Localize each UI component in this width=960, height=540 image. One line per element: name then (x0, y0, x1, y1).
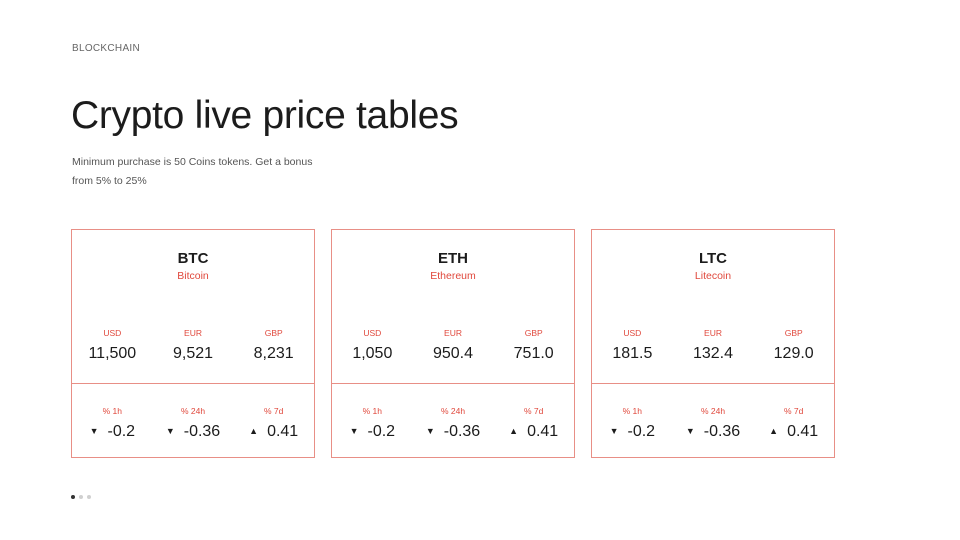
change-section: % 1h ▼ -0.2 % 24h ▼ -0.36 % 7d ▲ 0.41 (72, 384, 314, 460)
coin-name: Litecoin (694, 270, 732, 282)
change-value: 0.41 (787, 423, 819, 440)
change-1h: % 1h ▼ -0.2 (592, 406, 673, 441)
change-value: 0.41 (527, 423, 559, 440)
price-eur: EUR 950.4 (413, 328, 494, 363)
price-value: 1,050 (352, 345, 393, 362)
period-label: % 7d (523, 406, 544, 416)
period-label: % 24h (700, 406, 726, 416)
change-value: -0.36 (703, 423, 741, 440)
change-value: 0.41 (267, 423, 299, 440)
page-subtitle: Minimum purchase is 50 Coins tokens. Get… (72, 153, 352, 191)
period-label: % 24h (440, 406, 466, 416)
period-label: % 24h (180, 406, 206, 416)
up-triangle-icon: ▲ (509, 426, 519, 436)
change-value: -0.2 (107, 423, 136, 440)
coin-ticker: ETH (438, 250, 468, 267)
up-triangle-icon: ▲ (249, 426, 259, 436)
pagination-dot-3[interactable] (87, 495, 91, 499)
period-label: % 7d (263, 406, 284, 416)
change-7d: % 7d ▲ 0.41 (493, 406, 574, 441)
currency-label: USD (363, 328, 382, 338)
currency-label: EUR (704, 328, 722, 338)
coin-name: Ethereum (430, 270, 476, 282)
price-card-eth: ETH Ethereum USD 1,050 EUR 950.4 GBP 751.0 … (331, 229, 575, 458)
currency-label: USD (623, 328, 642, 338)
currency-label: EUR (184, 328, 202, 338)
coin-name: Bitcoin (177, 270, 209, 282)
down-triangle-icon: ▼ (425, 426, 435, 436)
price-gbp: GBP 751.0 (493, 328, 574, 363)
down-triangle-icon: ▼ (349, 426, 359, 436)
price-value: 181.5 (612, 345, 653, 362)
change-24h: % 24h ▼ -0.36 (673, 406, 754, 441)
change-24h: % 24h ▼ -0.36 (153, 406, 234, 441)
price-value: 11,500 (88, 345, 137, 362)
change-value: -0.36 (443, 423, 481, 440)
change-value: -0.2 (627, 423, 656, 440)
period-label: % 1h (102, 406, 123, 416)
down-triangle-icon: ▼ (165, 426, 175, 436)
down-triangle-icon: ▼ (89, 426, 99, 436)
price-value: 132.4 (692, 345, 734, 362)
change-1h: % 1h ▼ -0.2 (332, 406, 413, 441)
down-triangle-icon: ▼ (609, 426, 619, 436)
price-value: 9,521 (172, 345, 214, 362)
coin-ticker: LTC (698, 250, 728, 267)
price-section: ETH Ethereum USD 1,050 EUR 950.4 GBP 751.0 (332, 230, 574, 384)
change-7d: % 7d ▲ 0.41 (753, 406, 834, 441)
change-24h: % 24h ▼ -0.36 (413, 406, 494, 441)
price-section: BTC Bitcoin USD 11,500 EUR 9,521 GBP 8,231 (72, 230, 314, 384)
currency-label: USD (103, 328, 122, 338)
currency-label: GBP (524, 328, 543, 338)
price-gbp: GBP 8,231 (233, 328, 314, 363)
price-card-btc: BTC Bitcoin USD 11,500 EUR 9,521 GBP 8,231 … (71, 229, 315, 458)
price-value: 751.0 (513, 345, 554, 362)
period-label: % 1h (362, 406, 383, 416)
change-section: % 1h ▼ -0.2 % 24h ▼ -0.36 % 7d ▲ 0.41 (592, 384, 834, 460)
price-card-ltc: LTC Litecoin USD 181.5 EUR 132.4 GBP 129.0 … (591, 229, 835, 458)
price-usd: USD 181.5 (592, 328, 673, 363)
period-label: % 7d (783, 406, 804, 416)
change-section: % 1h ▼ -0.2 % 24h ▼ -0.36 % 7d ▲ 0.41 (332, 384, 574, 460)
pagination-dot-1[interactable] (71, 495, 75, 499)
change-value: -0.36 (183, 423, 221, 440)
coin-ticker: BTC (177, 250, 209, 267)
price-value: 8,231 (253, 345, 294, 362)
subtitle-line: from 5% to 25% (72, 175, 147, 187)
change-7d: % 7d ▲ 0.41 (233, 406, 314, 441)
price-usd: USD 1,050 (332, 328, 413, 363)
period-label: % 1h (622, 406, 643, 416)
price-eur: EUR 9,521 (153, 328, 234, 363)
eyebrow-label: BLOCKCHAIN (72, 43, 141, 54)
subtitle-line: Minimum purchase is 50 Coins tokens. Get… (72, 156, 313, 168)
change-1h: % 1h ▼ -0.2 (72, 406, 153, 441)
down-triangle-icon: ▼ (685, 426, 695, 436)
page-title: Crypto live price tables (71, 94, 459, 137)
price-value: 950.4 (432, 345, 474, 362)
up-triangle-icon: ▲ (769, 426, 779, 436)
price-eur: EUR 132.4 (673, 328, 754, 363)
pagination-dots (71, 495, 91, 499)
price-gbp: GBP 129.0 (753, 328, 834, 363)
price-value: 129.0 (773, 345, 814, 362)
currency-label: EUR (444, 328, 462, 338)
currency-label: GBP (784, 328, 803, 338)
change-value: -0.2 (367, 423, 396, 440)
currency-label: GBP (264, 328, 283, 338)
price-usd: USD 11,500 (72, 328, 153, 363)
price-section: LTC Litecoin USD 181.5 EUR 132.4 GBP 129.0 (592, 230, 834, 384)
pagination-dot-2[interactable] (79, 495, 83, 499)
